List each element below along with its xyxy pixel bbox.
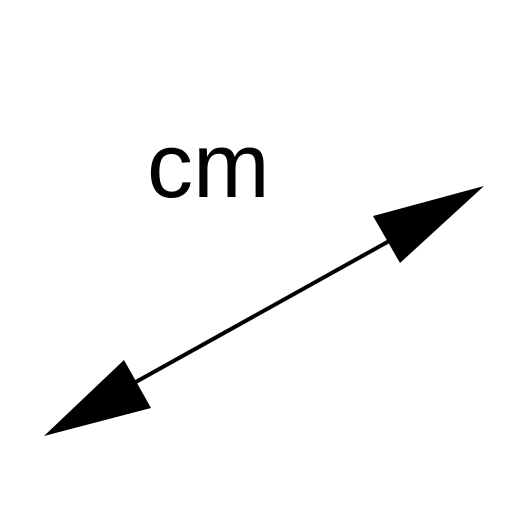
arrowhead-top-right <box>373 186 484 263</box>
arrow-shaft <box>133 238 392 385</box>
double-headed-arrow-icon <box>44 186 484 436</box>
arrowhead-bottom-left <box>44 360 151 436</box>
unit-label: cm <box>147 115 270 217</box>
